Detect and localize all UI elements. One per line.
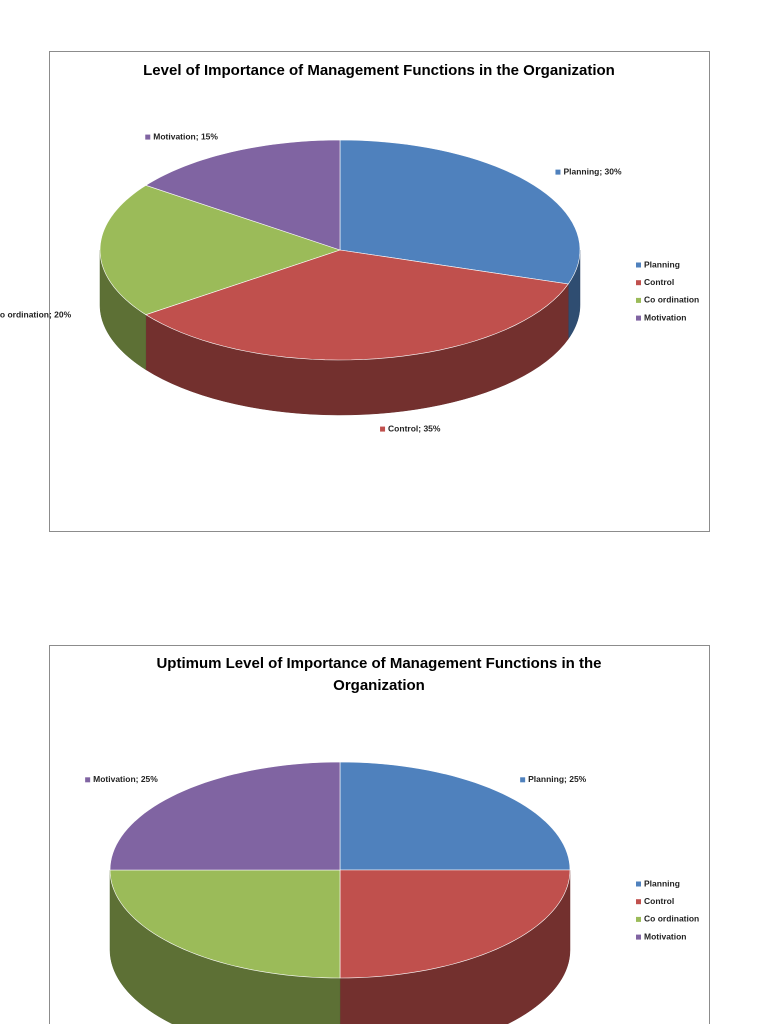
legend-swatch — [636, 934, 641, 940]
pie-slice — [339, 761, 571, 871]
legend-label: Control — [644, 277, 674, 287]
legend-label: Motivation — [644, 931, 687, 941]
chart-title: Uptimum Level of Importance of Managemen… — [156, 655, 602, 694]
data-label: Co ordination; 20% — [0, 309, 72, 319]
pie-slice — [145, 139, 341, 251]
legend-swatch — [636, 297, 641, 303]
legend-label: Co ordination — [644, 295, 699, 305]
label-swatch — [145, 134, 151, 140]
label-swatch — [520, 777, 526, 783]
data-label: Motivation; 15% — [153, 131, 218, 141]
pie-slice — [145, 249, 569, 361]
legend-label: Motivation — [644, 312, 687, 322]
pie-slice — [109, 761, 341, 871]
data-label: Planning; 30% — [563, 166, 622, 176]
chart-title: Level of Importance of Management Functi… — [143, 62, 615, 79]
data-label: Control; 35% — [388, 423, 441, 433]
pie-slice — [339, 869, 571, 979]
label-swatch — [380, 426, 386, 432]
label-swatch — [85, 777, 91, 783]
data-label: Planning; 25% — [528, 774, 587, 784]
legend-swatch — [636, 315, 641, 321]
legend-swatch — [636, 881, 641, 887]
pie-slice — [339, 139, 581, 285]
legend-swatch — [636, 280, 641, 286]
legend-swatch — [636, 262, 641, 268]
pie-slice — [109, 869, 341, 979]
pie-slice — [99, 185, 341, 315]
legend-label: Control — [644, 896, 674, 906]
legend-swatch — [636, 916, 641, 922]
legend-label: Planning — [644, 878, 680, 888]
data-label: Motivation; 25% — [93, 774, 158, 784]
legend-label: Co ordination — [644, 914, 699, 924]
label-swatch — [555, 169, 561, 175]
legend-swatch — [636, 899, 641, 905]
legend-label: Planning — [644, 259, 680, 269]
